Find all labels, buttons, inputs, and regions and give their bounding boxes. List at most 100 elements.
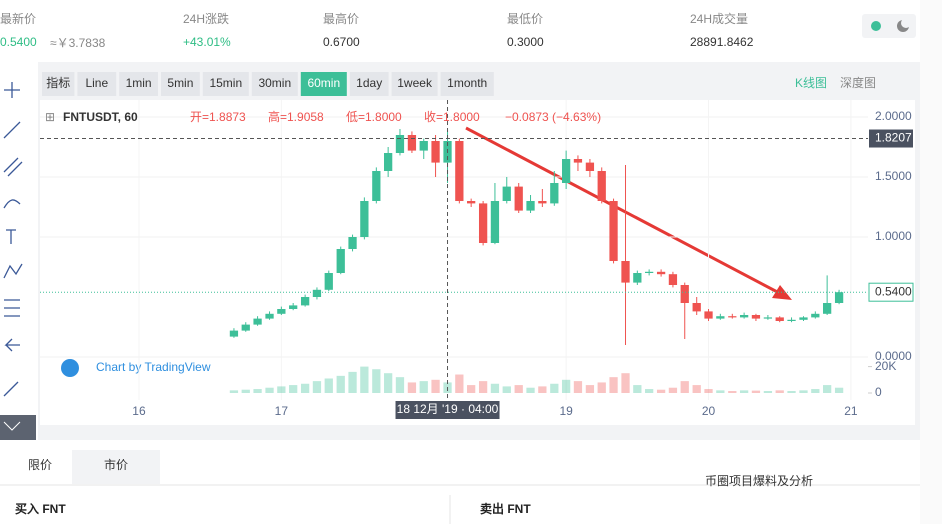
interval-button[interactable]: 1week bbox=[397, 76, 433, 90]
volume-bar bbox=[739, 390, 749, 393]
legend-close: 收=1.8000 bbox=[424, 110, 480, 124]
volume-bar bbox=[455, 374, 464, 393]
candle-body bbox=[787, 319, 796, 321]
candle-body bbox=[407, 135, 417, 151]
volume-bar bbox=[585, 385, 595, 393]
interval-button[interactable]: 1day bbox=[356, 76, 382, 90]
candle-body bbox=[229, 330, 239, 337]
order-tab[interactable]: 市价 bbox=[104, 457, 128, 472]
buy-title: 买入 FNT bbox=[15, 502, 66, 516]
volume-bar bbox=[716, 390, 725, 393]
interval-button-bg[interactable] bbox=[251, 72, 298, 96]
x-tick-label: 17 bbox=[275, 404, 289, 418]
volume-bar bbox=[763, 391, 773, 393]
last-price-label: 0.5400 bbox=[875, 284, 912, 298]
interval-button[interactable]: 60min bbox=[307, 76, 340, 90]
candle-body bbox=[312, 289, 322, 297]
view-tab[interactable]: K线图 bbox=[795, 76, 827, 90]
volume-bar bbox=[289, 385, 298, 393]
candle-body bbox=[300, 297, 310, 306]
candle-body bbox=[834, 292, 844, 303]
y-tick-label: 2.0000 bbox=[875, 109, 912, 123]
volume-bar bbox=[431, 379, 440, 393]
crosshair-x-label: 18 12月 '19 · 04:00 bbox=[397, 402, 499, 416]
legend-toggle[interactable]: ⊞ bbox=[45, 110, 55, 124]
candle-body bbox=[526, 201, 535, 211]
interval-button-bg[interactable] bbox=[119, 72, 158, 96]
candle-body bbox=[265, 313, 274, 319]
toolbar-icon bbox=[3, 421, 21, 431]
volume-bar bbox=[775, 390, 784, 393]
legend-symbol: FNTUSDT, 60 bbox=[63, 110, 138, 124]
branding-logo bbox=[61, 359, 79, 377]
candle-body bbox=[704, 311, 713, 319]
stat-label: 最低价 bbox=[507, 12, 543, 26]
drawing-toolbar bbox=[0, 62, 38, 440]
candle-body bbox=[621, 261, 630, 283]
branding: Chart by TradingView bbox=[96, 360, 211, 374]
interval-button-bg[interactable] bbox=[202, 72, 249, 96]
y-tick-label: 1.0000 bbox=[875, 229, 912, 243]
interval-button-bg[interactable] bbox=[440, 72, 494, 96]
interval-button-bg[interactable] bbox=[300, 72, 347, 96]
volume-bar bbox=[229, 390, 239, 393]
interval-button-bg[interactable] bbox=[349, 72, 389, 96]
interval-button-bg[interactable] bbox=[391, 72, 438, 96]
candle-body bbox=[728, 316, 737, 318]
stat-label: 24H成交量 bbox=[690, 11, 748, 26]
interval-button[interactable]: 15min bbox=[209, 76, 242, 90]
x-tick-label: 19 bbox=[559, 404, 573, 418]
volume-bar bbox=[372, 369, 381, 393]
volume-bar bbox=[834, 387, 844, 393]
interval-button[interactable]: 5min bbox=[167, 76, 193, 90]
candle-body bbox=[348, 237, 357, 249]
volume-bar bbox=[407, 382, 417, 393]
candle-body bbox=[431, 141, 440, 163]
legend-low: 低=1.8000 bbox=[346, 110, 402, 124]
stat-label: 24H涨跌 bbox=[183, 11, 229, 26]
candle-body bbox=[419, 141, 428, 151]
volume-bar bbox=[348, 371, 357, 393]
y-tick-label: 0.0000 bbox=[875, 349, 912, 363]
candle-body bbox=[692, 303, 701, 312]
volume-bar bbox=[609, 377, 618, 393]
candle-body bbox=[478, 203, 488, 243]
candle-body bbox=[336, 249, 345, 273]
interval-button[interactable]: 30min bbox=[258, 76, 291, 90]
interval-button-bg[interactable] bbox=[161, 72, 200, 96]
interval-button[interactable]: 1min bbox=[126, 76, 152, 90]
toolbar-active-tool[interactable] bbox=[0, 415, 36, 440]
view-tab[interactable]: 深度图 bbox=[840, 75, 876, 90]
stat-value: +43.01% bbox=[183, 35, 231, 49]
candle-body bbox=[763, 317, 773, 319]
order-tab[interactable]: 限价 bbox=[28, 458, 52, 472]
candle-body bbox=[680, 285, 689, 303]
theme-toggle[interactable] bbox=[862, 14, 916, 38]
interval-button-bg[interactable] bbox=[42, 72, 75, 96]
volume-bar bbox=[277, 386, 286, 393]
candle-body bbox=[502, 186, 511, 201]
sell-title: 卖出 FNT bbox=[480, 501, 531, 516]
stat-value: 0.5400 bbox=[0, 35, 37, 49]
interval-button[interactable]: Line bbox=[85, 76, 108, 90]
stat-note: ≈￥3.7838 bbox=[50, 36, 106, 50]
interval-button[interactable]: 1month bbox=[447, 76, 487, 90]
crosshair-y-label: 1.8207 bbox=[875, 131, 912, 145]
candle-body bbox=[656, 271, 666, 275]
candle-body bbox=[573, 159, 583, 163]
volume-bar bbox=[265, 387, 274, 393]
interval-button-bg[interactable] bbox=[77, 72, 117, 96]
candle-body bbox=[550, 183, 559, 204]
volume-bar bbox=[728, 391, 737, 393]
candle-body bbox=[372, 171, 381, 201]
volume-bar bbox=[312, 381, 322, 393]
candle-body bbox=[241, 324, 250, 331]
interval-button[interactable]: 指标 bbox=[46, 75, 70, 90]
volume-bar bbox=[680, 381, 689, 393]
candle-body bbox=[716, 316, 725, 319]
legend-open: 开=1.8873 bbox=[190, 110, 246, 124]
volume-bar bbox=[704, 389, 713, 393]
volume-bar bbox=[656, 389, 666, 393]
volume-bar bbox=[751, 390, 761, 393]
volume-tick-label: 0 bbox=[875, 385, 882, 399]
